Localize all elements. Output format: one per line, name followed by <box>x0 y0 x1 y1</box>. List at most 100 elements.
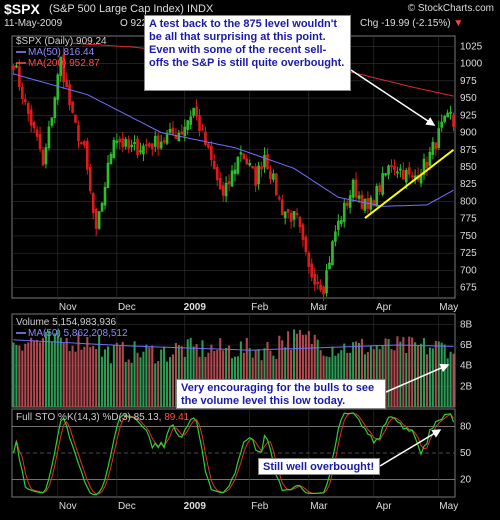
candle <box>139 142 142 155</box>
candle-body <box>372 200 376 207</box>
volume-bar <box>101 356 104 407</box>
candle <box>351 178 355 203</box>
candle <box>56 72 60 105</box>
volume-bar <box>257 348 260 407</box>
candle-body <box>53 97 57 119</box>
candle-body <box>127 139 130 149</box>
candle-body <box>233 169 237 175</box>
candle-body <box>121 138 125 148</box>
volume-bar <box>355 341 358 407</box>
candle <box>180 124 184 136</box>
x-tick-label: Nov <box>59 501 77 512</box>
candle <box>431 137 435 160</box>
volume-tick-label: 6B <box>460 340 473 351</box>
candle <box>210 140 213 167</box>
candle-body <box>239 152 243 155</box>
symbol-description: (S&P 500 Large Cap Index) INDX <box>49 3 214 15</box>
chart-date: 11-May-2009 <box>4 18 63 29</box>
candle-body <box>345 202 349 206</box>
volume-bar <box>109 363 112 407</box>
candle <box>100 202 104 212</box>
candle-body <box>145 144 148 147</box>
volume-bar <box>399 341 402 407</box>
candle <box>115 133 119 149</box>
candle-body <box>118 138 122 143</box>
candle-body <box>328 262 331 270</box>
candle-body <box>236 156 240 174</box>
x-tick-label: 2009 <box>184 302 207 313</box>
candle-body <box>148 143 151 147</box>
candle-body <box>32 121 36 129</box>
candle <box>35 125 39 141</box>
candle <box>257 161 260 190</box>
candle <box>80 141 83 145</box>
x-tick-label: Apr <box>376 302 392 313</box>
candle <box>236 156 240 176</box>
volume-bar <box>378 349 381 407</box>
candle-body <box>94 208 98 229</box>
candle-body <box>404 170 408 183</box>
volume-bar <box>393 350 396 407</box>
candle-body <box>100 202 104 212</box>
volume-bar <box>148 347 151 407</box>
candle-body <box>156 135 160 149</box>
candle-body <box>275 173 278 196</box>
volume-bar <box>269 350 272 407</box>
volume-bar <box>127 359 130 407</box>
candle <box>239 145 243 162</box>
candle-body <box>342 202 346 222</box>
volume-bar <box>36 339 39 407</box>
candle <box>452 112 455 132</box>
volume-bar <box>39 342 42 407</box>
volume-bar <box>133 341 136 407</box>
candle-body <box>263 154 266 168</box>
candle <box>94 208 98 236</box>
candle-body <box>189 116 192 125</box>
candle <box>345 199 349 210</box>
candle <box>153 131 157 153</box>
candle-body <box>381 173 384 195</box>
candle-body <box>136 138 139 156</box>
candle <box>118 135 122 149</box>
candle-body <box>260 166 263 170</box>
candle <box>331 240 334 266</box>
volume-bar <box>157 360 160 407</box>
candle-body <box>38 134 42 149</box>
volume-bar <box>440 342 443 407</box>
candle <box>328 256 331 270</box>
candle <box>322 285 325 301</box>
candle <box>230 165 234 188</box>
candle-body <box>446 112 449 118</box>
volume-bar <box>245 337 248 407</box>
candle <box>295 208 299 218</box>
volume-bar <box>446 358 449 407</box>
candle <box>26 100 30 122</box>
candle-body <box>378 185 382 192</box>
candle-body <box>348 195 352 208</box>
candle-body <box>85 140 89 170</box>
price-legend-text: MA(50) 816.44 <box>28 47 95 58</box>
candle-body <box>339 220 343 224</box>
candle <box>316 274 319 290</box>
candle-body <box>304 236 308 253</box>
volume-bar <box>372 349 375 407</box>
y-tick-label: 675 <box>460 283 477 294</box>
candle <box>233 162 237 182</box>
volume-legend-text: Volume 5,154,983,936 <box>16 317 117 328</box>
candle <box>272 169 275 183</box>
price-legend-text: MA(200) 952.87 <box>28 58 100 69</box>
candle <box>106 155 110 189</box>
volume-bar <box>130 362 133 407</box>
candle-body <box>18 66 21 87</box>
candle-body <box>422 158 426 175</box>
trend-line <box>364 148 455 219</box>
volume-bar <box>50 341 53 407</box>
candle <box>41 146 45 167</box>
volume-bar <box>396 336 399 407</box>
candle <box>71 101 74 114</box>
candle <box>428 146 432 171</box>
volume-bar <box>83 346 86 407</box>
volume-bar <box>357 342 361 407</box>
candle <box>248 159 252 167</box>
candle-body <box>112 140 116 159</box>
